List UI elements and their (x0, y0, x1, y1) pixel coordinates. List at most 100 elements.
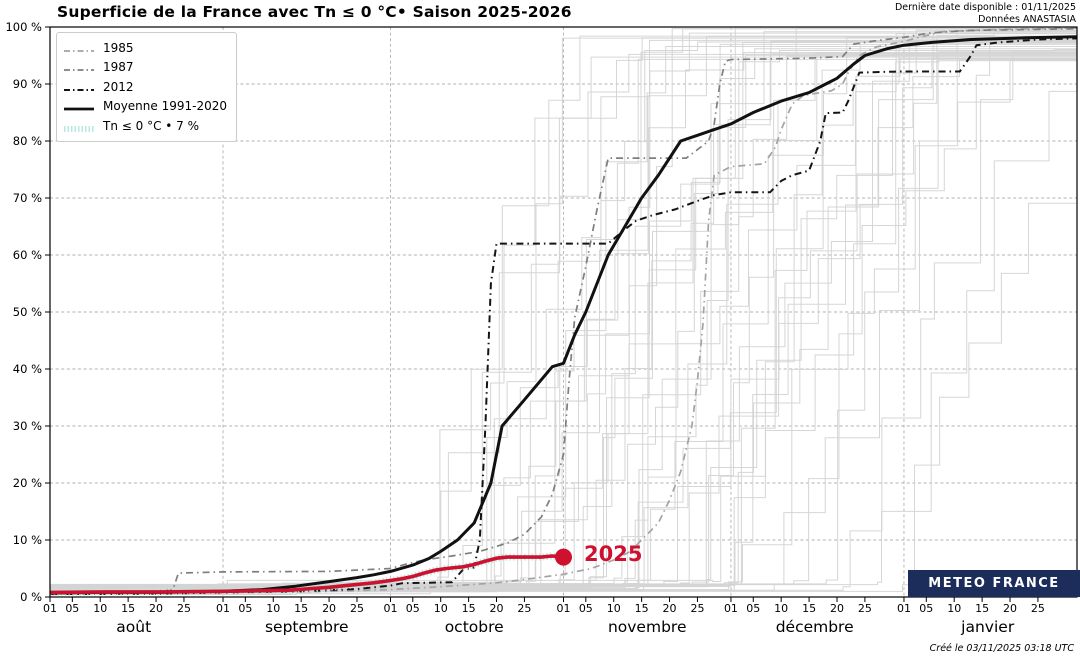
creation-timestamp: Créé le 03/11/2025 03:18 UTC (929, 643, 1074, 654)
y-tick-label: 0 % (20, 590, 42, 604)
background-year-line (50, 27, 1078, 587)
day-tick-label: 01 (383, 602, 397, 615)
day-tick-label: 10 (774, 602, 788, 615)
legend-swatch-2012-icon (64, 83, 94, 91)
day-tick-label: 01 (216, 602, 230, 615)
background-year-line (50, 47, 1078, 586)
background-year-line (50, 50, 1078, 592)
day-tick-label: 10 (266, 602, 280, 615)
y-tick-label: 80 % (13, 134, 42, 148)
background-year-line (50, 41, 1078, 594)
y-tick-label: 60 % (13, 248, 42, 262)
legend-label: 1987 (103, 60, 134, 75)
legend-item-2012: 2012 (64, 77, 227, 97)
background-year-line (50, 28, 1078, 589)
series-line-moyenne-1991-2020 (49, 35, 1078, 595)
background-year-line (50, 27, 1078, 589)
day-tick-label: 01 (43, 602, 57, 615)
y-tick-label: 40 % (13, 362, 42, 376)
y-tick-label: 50 % (13, 305, 42, 319)
background-year-line (50, 27, 1078, 589)
day-tick-label: 25 (858, 602, 872, 615)
day-tick-label: 20 (663, 602, 677, 615)
background-year-line (50, 85, 1078, 590)
day-tick-label: 05 (579, 602, 593, 615)
background-year-line (50, 59, 1078, 590)
data-source: Données ANASTASIA (978, 13, 1076, 25)
month-label: août (116, 618, 151, 636)
background-year-line (50, 202, 1078, 593)
legend-label: Tn ≤ 0 °C • 7 % (103, 118, 200, 133)
day-tick-label: 15 (121, 602, 135, 615)
legend-item-1987: 1987 (64, 58, 227, 78)
background-year-line (50, 27, 1078, 595)
day-tick-label: 25 (177, 602, 191, 615)
header-annotations: Dernière date disponible : 01/11/2025 Do… (895, 2, 1076, 25)
day-tick-label: 01 (557, 602, 571, 615)
meteo-france-logo: METEO FRANCE (908, 570, 1080, 597)
background-year-line (50, 43, 1078, 588)
day-tick-label: 15 (802, 602, 816, 615)
day-tick-label: 20 (830, 602, 844, 615)
background-year-line (50, 44, 1078, 595)
day-tick-label: 15 (975, 602, 989, 615)
legend-item-tn-band: Tn ≤ 0 °C • 7 % (64, 116, 227, 136)
month-label: septembre (265, 618, 349, 636)
background-year-line (50, 27, 1078, 593)
legend-swatch-moyenne-icon (64, 102, 94, 111)
series-line-2012 (49, 37, 1078, 596)
day-tick-label: 10 (434, 602, 448, 615)
background-year-line (50, 27, 1078, 594)
background-year-line (50, 39, 1078, 589)
series-line-2025 (49, 554, 564, 595)
day-tick-label: 05 (238, 602, 252, 615)
series-line-1985 (49, 27, 1078, 595)
day-tick-label: 15 (294, 602, 308, 615)
day-tick-label: 20 (322, 602, 336, 615)
background-year-line (50, 45, 1078, 588)
day-tick-label: 20 (490, 602, 504, 615)
legend-item-1985: 1985 (64, 38, 227, 58)
day-tick-label: 25 (517, 602, 531, 615)
chart-legend: 1985 1987 2012 Moyenne 1991-2020 Tn ≤ 0 … (56, 32, 237, 142)
y-tick-label: 20 % (13, 476, 42, 490)
legend-swatch-tn-band-icon (64, 122, 94, 132)
background-year-line (50, 46, 1078, 590)
background-year-line (50, 27, 1078, 590)
background-year-line (50, 27, 1078, 592)
y-tick-label: 90 % (13, 77, 42, 91)
day-tick-label: 10 (607, 602, 621, 615)
legend-label: Moyenne 1991-2020 (103, 99, 227, 114)
day-tick-label: 05 (919, 602, 933, 615)
legend-item-moyenne: Moyenne 1991-2020 (64, 97, 227, 117)
y-tick-label: 100 % (5, 20, 42, 34)
day-tick-label: 10 (947, 602, 961, 615)
day-tick-label: 15 (462, 602, 476, 615)
background-year-line (50, 26, 1078, 589)
day-tick-label: 25 (350, 602, 364, 615)
day-tick-label: 01 (724, 602, 738, 615)
month-label: novembre (608, 618, 687, 636)
legend-swatch-1985-icon (64, 44, 94, 52)
series-2025-annotation: 2025 (584, 542, 643, 566)
chart-title: Superficie de la France avec Tn ≤ 0 °C• … (57, 3, 572, 21)
legend-swatch-1987-icon (64, 63, 94, 72)
background-year-line (50, 35, 1078, 592)
day-tick-label: 05 (65, 602, 79, 615)
day-tick-label: 25 (690, 602, 704, 615)
day-tick-label: 05 (746, 602, 760, 615)
series-2025-end-dot (555, 548, 572, 566)
background-year-line (50, 46, 1078, 585)
legend-label: 2012 (103, 79, 134, 94)
last-date-available: Dernière date disponible : 01/11/2025 (894, 2, 1076, 13)
background-year-line (50, 40, 1078, 593)
background-year-line (50, 56, 1078, 586)
legend-label: 1985 (103, 40, 134, 55)
y-tick-label: 70 % (13, 191, 42, 205)
y-tick-label: 10 % (13, 533, 42, 547)
day-tick-label: 25 (1031, 602, 1045, 615)
series-line-1987 (49, 27, 1078, 594)
background-year-line (50, 48, 1078, 591)
